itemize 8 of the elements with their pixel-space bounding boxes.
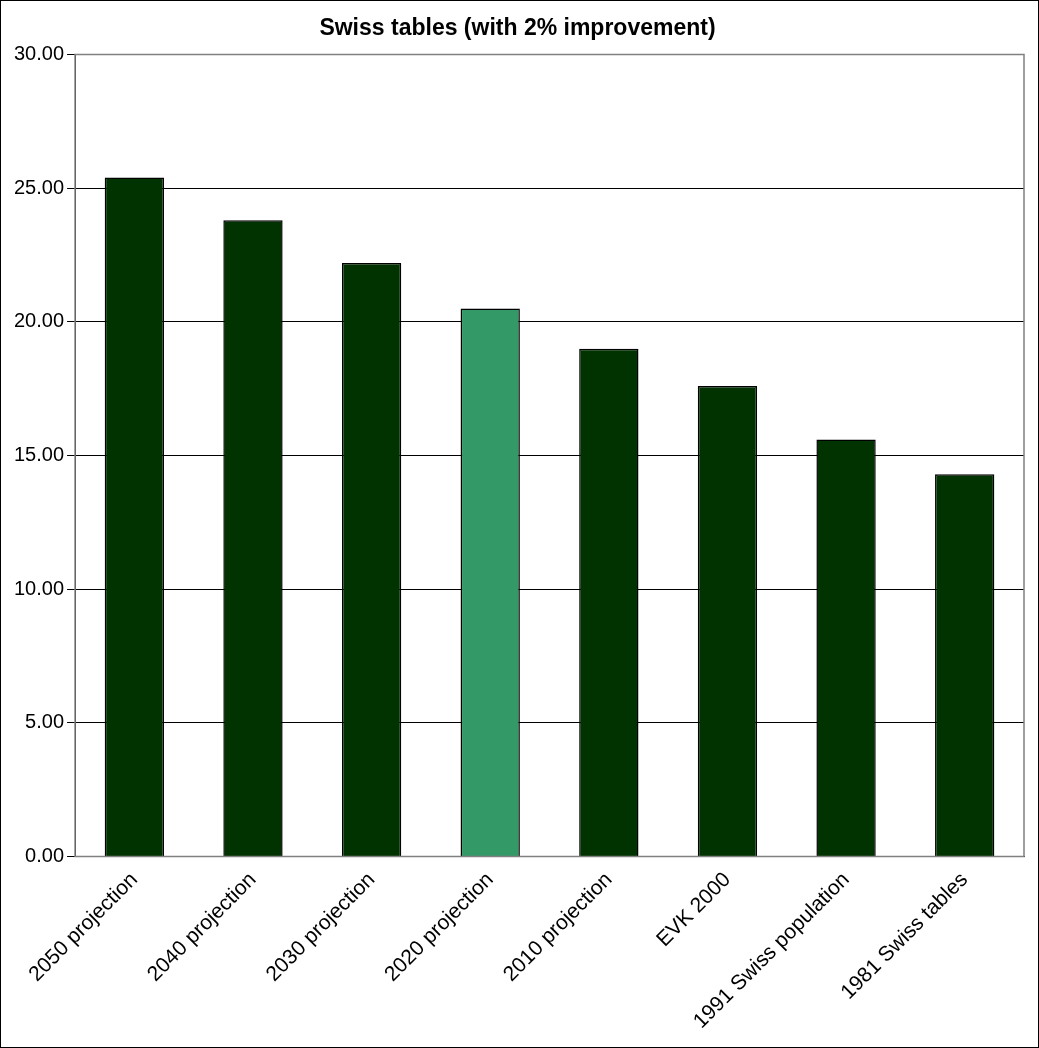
y-tick-label: 15.00 bbox=[13, 443, 65, 466]
chart-title: Swiss tables (with 2% improvement) bbox=[319, 14, 716, 41]
y-tick-label: 10.00 bbox=[13, 576, 65, 599]
y-tick-label: 20.00 bbox=[13, 309, 65, 332]
y-tick-label: 5.00 bbox=[25, 710, 65, 733]
y-tick-label: 30.00 bbox=[13, 42, 65, 65]
y-tick-label: 0.00 bbox=[25, 844, 65, 867]
y-tick-label: 25.00 bbox=[13, 175, 65, 198]
